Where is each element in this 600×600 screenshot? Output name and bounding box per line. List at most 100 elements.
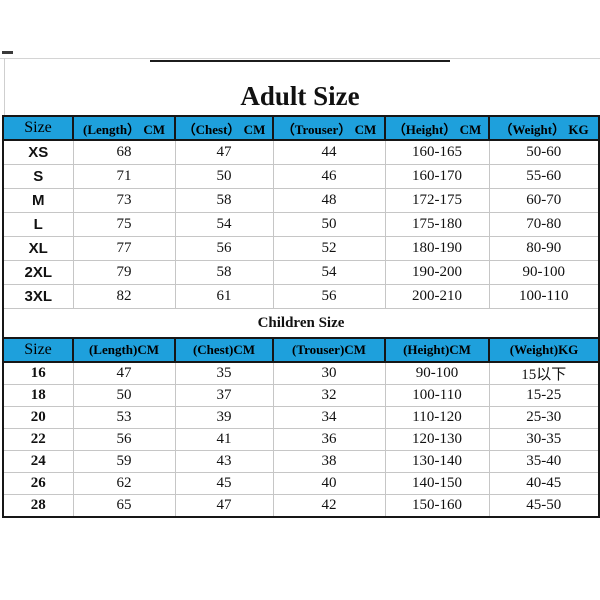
children-value-cell: 110-120	[384, 406, 490, 429]
children-value-cell: 35-40	[488, 450, 600, 473]
children-row-26: 26 62 45 40 140-150 40-45	[2, 472, 600, 495]
adult-header-row: Size (Length） CM （Chest） CM （Trouser） CM （He…	[2, 115, 600, 141]
top-left-artifact-dash	[2, 51, 13, 54]
children-row-20: 20 53 39 34 110-120 25-30	[2, 406, 600, 429]
adult-value-cell: 190-200	[384, 260, 490, 285]
children-header-cell-3: (Trouser)CM	[272, 337, 386, 363]
children-header-row: Size (Length)CM (Chest)CM (Trouser)CM (Heigh…	[2, 337, 600, 363]
children-value-cell: 47	[72, 361, 176, 385]
adult-value-cell: 60-70	[488, 188, 600, 213]
adult-value-cell: 58	[174, 260, 274, 285]
adult-value-cell: 100-110	[488, 284, 600, 309]
adult-value-cell: 52	[272, 236, 386, 261]
children-size-cell: 28	[2, 494, 74, 518]
children-row-24: 24 59 43 38 130-140 35-40	[2, 450, 600, 473]
children-value-cell: 62	[72, 472, 176, 495]
adult-row-M: M 73 58 48 172-175 60-70	[2, 188, 600, 213]
adult-value-cell: 44	[272, 139, 386, 165]
adult-value-cell: 160-170	[384, 164, 490, 189]
adult-row-XS: XS 68 47 44 160-165 50-60	[2, 139, 600, 165]
children-value-cell: 56	[72, 428, 176, 451]
adult-value-cell: 61	[174, 284, 274, 309]
adult-value-cell: 82	[72, 284, 176, 309]
adult-value-cell: 54	[272, 260, 386, 285]
adult-value-cell: 73	[72, 188, 176, 213]
children-value-cell: 42	[272, 494, 386, 518]
children-size-cell: 26	[2, 472, 74, 495]
adult-value-cell: 80-90	[488, 236, 600, 261]
adult-value-cell: 180-190	[384, 236, 490, 261]
adult-value-cell: 77	[72, 236, 176, 261]
children-value-cell: 39	[174, 406, 274, 429]
adult-row-L: L 75 54 50 175-180 70-80	[2, 212, 600, 237]
children-header-cell-0: Size	[2, 337, 74, 363]
adult-value-cell: 54	[174, 212, 274, 237]
adult-value-cell: 79	[72, 260, 176, 285]
children-title-row: Children Size	[2, 308, 600, 339]
children-value-cell: 37	[174, 384, 274, 407]
children-value-cell: 100-110	[384, 384, 490, 407]
children-value-cell: 45	[174, 472, 274, 495]
adult-value-cell: 50	[174, 164, 274, 189]
children-row-16: 16 47 35 30 90-100 15以下	[2, 361, 600, 385]
children-value-cell: 50	[72, 384, 176, 407]
adult-size-cell: XS	[2, 139, 74, 165]
top-center-line-segment	[150, 60, 450, 62]
left-vertical-line	[4, 58, 5, 115]
children-value-cell: 130-140	[384, 450, 490, 473]
children-value-cell: 34	[272, 406, 386, 429]
children-header-cell-2: (Chest)CM	[174, 337, 274, 363]
children-row-18: 18 50 37 32 100-110 15-25	[2, 384, 600, 407]
adult-header-cell-0: Size	[2, 115, 74, 141]
adult-value-cell: 90-100	[488, 260, 600, 285]
adult-value-cell: 160-165	[384, 139, 490, 165]
children-value-cell: 59	[72, 450, 176, 473]
adult-size-title: Adult Size	[240, 81, 360, 111]
adult-size-cell: XL	[2, 236, 74, 261]
adult-size-cell: 3XL	[2, 284, 74, 309]
adult-value-cell: 56	[174, 236, 274, 261]
adult-value-cell: 47	[174, 139, 274, 165]
children-size-cell: 20	[2, 406, 74, 429]
adult-value-cell: 172-175	[384, 188, 490, 213]
adult-header-cell-3: （Trouser） CM	[272, 115, 386, 141]
children-size-cell: 24	[2, 450, 74, 473]
children-value-cell: 25-30	[488, 406, 600, 429]
adult-header-cell-2: （Chest） CM	[174, 115, 274, 141]
children-value-cell: 30	[272, 361, 386, 385]
adult-size-cell: S	[2, 164, 74, 189]
children-size-cell: 16	[2, 361, 74, 385]
children-value-cell: 41	[174, 428, 274, 451]
adult-value-cell: 71	[72, 164, 176, 189]
children-size-cell: 22	[2, 428, 74, 451]
children-row-22: 22 56 41 36 120-130 30-35	[2, 428, 600, 451]
children-value-cell: 150-160	[384, 494, 490, 518]
adult-value-cell: 50	[272, 212, 386, 237]
adult-value-cell: 58	[174, 188, 274, 213]
children-title: Children Size	[2, 308, 600, 339]
adult-value-cell: 75	[72, 212, 176, 237]
adult-header-cell-5: （Weight） KG	[488, 115, 600, 141]
children-value-cell: 43	[174, 450, 274, 473]
adult-value-cell: 48	[272, 188, 386, 213]
size-table: Size (Length） CM （Chest） CM （Trouser） CM （He…	[2, 115, 600, 518]
adult-value-cell: 68	[72, 139, 176, 165]
children-header-cell-4: (Height)CM	[384, 337, 490, 363]
adult-row-S: S 71 50 46 160-170 55-60	[2, 164, 600, 189]
children-value-cell: 65	[72, 494, 176, 518]
adult-value-cell: 200-210	[384, 284, 490, 309]
children-value-cell: 53	[72, 406, 176, 429]
children-value-cell: 90-100	[384, 361, 490, 385]
children-value-cell: 45-50	[488, 494, 600, 518]
children-value-cell: 140-150	[384, 472, 490, 495]
children-value-cell: 47	[174, 494, 274, 518]
adult-row-XL: XL 77 56 52 180-190 80-90	[2, 236, 600, 261]
adult-value-cell: 55-60	[488, 164, 600, 189]
children-header-cell-1: (Length)CM	[72, 337, 176, 363]
children-row-28: 28 65 47 42 150-160 45-50	[2, 494, 600, 518]
top-horizontal-line	[0, 58, 600, 59]
children-value-cell: 30-35	[488, 428, 600, 451]
children-value-cell: 32	[272, 384, 386, 407]
adult-row-2XL: 2XL 79 58 54 190-200 90-100	[2, 260, 600, 285]
